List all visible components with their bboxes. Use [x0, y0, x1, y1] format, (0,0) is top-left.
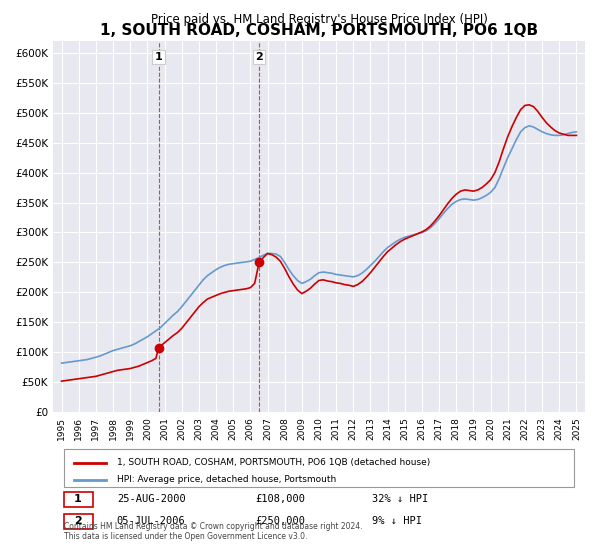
FancyBboxPatch shape: [64, 492, 93, 506]
Text: 2: 2: [74, 516, 82, 526]
Text: £250,000: £250,000: [255, 516, 305, 526]
Text: 1: 1: [74, 493, 82, 503]
Text: Contains HM Land Registry data © Crown copyright and database right 2024.
This d: Contains HM Land Registry data © Crown c…: [64, 521, 362, 541]
Text: 9% ↓ HPI: 9% ↓ HPI: [372, 516, 422, 526]
Text: 05-JUL-2006: 05-JUL-2006: [117, 516, 185, 526]
Text: 1: 1: [155, 52, 163, 62]
Title: 1, SOUTH ROAD, COSHAM, PORTSMOUTH, PO6 1QB: 1, SOUTH ROAD, COSHAM, PORTSMOUTH, PO6 1…: [100, 23, 538, 38]
FancyBboxPatch shape: [64, 450, 574, 487]
Text: 32% ↓ HPI: 32% ↓ HPI: [372, 493, 428, 503]
Text: £108,000: £108,000: [255, 493, 305, 503]
Text: 25-AUG-2000: 25-AUG-2000: [117, 493, 185, 503]
Text: Price paid vs. HM Land Registry's House Price Index (HPI): Price paid vs. HM Land Registry's House …: [151, 13, 487, 26]
Text: HPI: Average price, detached house, Portsmouth: HPI: Average price, detached house, Port…: [117, 475, 336, 484]
Text: 2: 2: [255, 52, 263, 62]
Text: 1, SOUTH ROAD, COSHAM, PORTSMOUTH, PO6 1QB (detached house): 1, SOUTH ROAD, COSHAM, PORTSMOUTH, PO6 1…: [117, 458, 430, 467]
FancyBboxPatch shape: [64, 515, 93, 529]
